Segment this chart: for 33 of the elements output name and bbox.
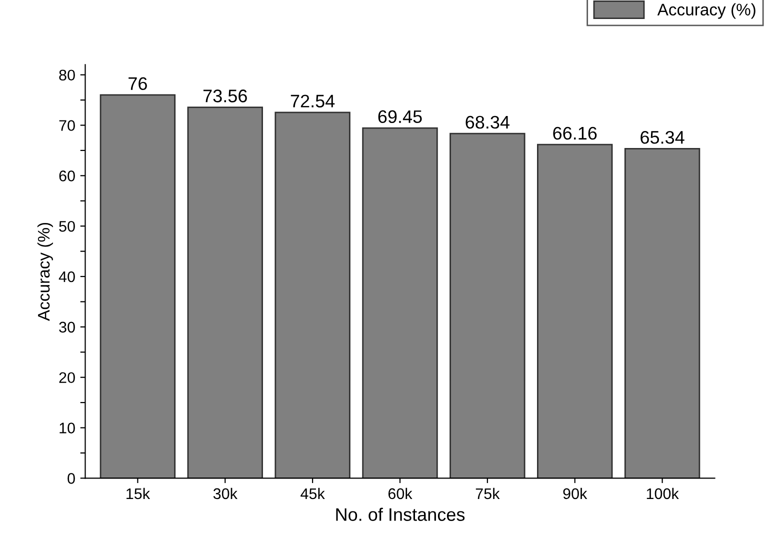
- bar: [537, 144, 613, 478]
- y-axis-title: Accuracy (%): [37, 222, 53, 321]
- x-axis-title: No. of Instances: [336, 508, 465, 521]
- x-tick-label: 15k: [126, 488, 150, 500]
- x-tick-label: 45k: [300, 488, 325, 500]
- data-label: 68.34: [466, 116, 510, 129]
- data-label: 65.34: [640, 130, 684, 144]
- y-tick-label: 30: [59, 322, 75, 333]
- bar: [274, 112, 350, 478]
- bar: [450, 132, 526, 478]
- y-tick-label: 40: [58, 271, 75, 282]
- y-tick-label: 20: [59, 372, 75, 384]
- x-tick-label: 75k: [476, 488, 500, 500]
- data-label: 66.16: [553, 126, 597, 140]
- y-tick-label: 70: [59, 120, 75, 131]
- data-label: 73.56: [203, 90, 247, 102]
- x-tick-label: 100k: [646, 488, 679, 500]
- bar: [187, 106, 263, 478]
- bar: [362, 127, 438, 478]
- y-tick-label: 80: [59, 70, 75, 81]
- y-tick-label: 0: [68, 473, 75, 484]
- x-tick-label: 30k: [213, 488, 238, 500]
- data-label: 72.54: [290, 94, 335, 108]
- y-tick-label: 60: [59, 170, 75, 182]
- data-label: 69.45: [378, 110, 422, 124]
- x-tick-label: 90k: [563, 488, 588, 500]
- legend-label: Accuracy (%): [657, 3, 756, 19]
- data-label: 76: [128, 77, 147, 90]
- bar: [624, 148, 700, 478]
- y-tick-label: 10: [60, 422, 75, 434]
- x-tick-label: 60k: [388, 488, 412, 500]
- y-tick-label: 50: [59, 220, 75, 232]
- bar: [100, 94, 176, 478]
